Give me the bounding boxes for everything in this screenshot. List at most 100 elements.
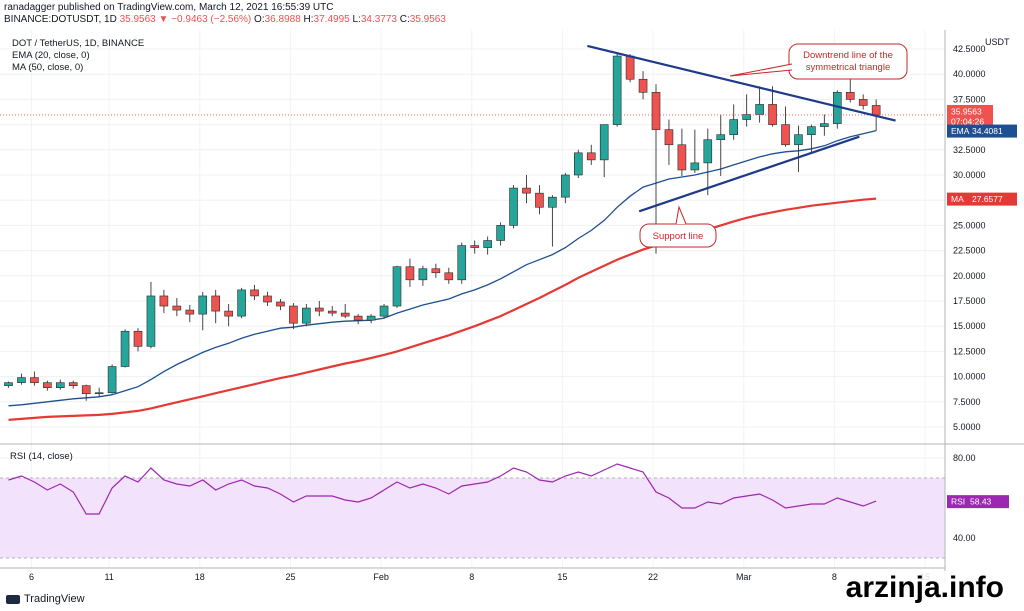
candle xyxy=(366,314,376,324)
price-tag-countdown: 07:04:26 xyxy=(951,116,984,126)
price-tick-label: 22.5000 xyxy=(953,246,986,256)
last-price: 35.9563 xyxy=(119,14,156,25)
time-tick-label: Mar xyxy=(736,572,752,582)
tradingview-logo[interactable]: TradingView xyxy=(6,593,85,605)
price-tick-label: 30.0000 xyxy=(953,170,986,180)
close-key: C: xyxy=(399,14,410,25)
candle-body xyxy=(690,162,700,171)
time-tick-label: 11 xyxy=(104,572,113,582)
candle xyxy=(807,124,816,153)
candle xyxy=(302,304,311,327)
candle xyxy=(250,284,259,300)
candle xyxy=(276,298,285,311)
candle xyxy=(68,380,78,389)
candle xyxy=(379,304,389,319)
candle-body xyxy=(625,55,635,80)
candle xyxy=(858,94,868,110)
time-tick-label: 22 xyxy=(648,572,658,582)
candle-body xyxy=(496,225,505,241)
candle xyxy=(289,303,298,330)
candle-body xyxy=(599,124,609,161)
rsi-tag xyxy=(947,495,1009,509)
close-value: 35.9563 xyxy=(409,14,446,25)
candle-body xyxy=(444,272,454,281)
rsi-tag-value: 58.43 xyxy=(970,497,992,507)
time-tick-label: 15 xyxy=(557,572,567,582)
candle-body xyxy=(146,295,156,347)
candle-body xyxy=(263,295,272,303)
candle-body xyxy=(366,315,376,321)
candle xyxy=(146,281,156,349)
candle xyxy=(548,195,557,247)
ema-tag-value: 34.4081 xyxy=(972,126,1003,136)
support-callout-pointer xyxy=(675,205,687,225)
time-tick-label: Feb xyxy=(373,572,389,582)
candle-body xyxy=(120,330,130,367)
candle-body xyxy=(703,139,713,164)
candle-body xyxy=(327,310,337,314)
candle-body xyxy=(302,307,311,324)
change-down-icon: ▼ xyxy=(158,14,169,25)
ema-tag-label: EMA xyxy=(951,126,970,136)
candle-body xyxy=(159,295,169,307)
candle-body xyxy=(457,245,467,281)
watermark: arzinja.info xyxy=(839,571,1010,605)
candle-body xyxy=(677,144,687,171)
ma50-line xyxy=(8,197,877,421)
candle xyxy=(353,314,363,325)
open-key: O: xyxy=(254,14,265,25)
ma-tag-label: MA xyxy=(951,194,964,204)
candle-body xyxy=(94,392,104,395)
candle-body xyxy=(68,382,78,386)
candle-body xyxy=(807,126,816,135)
candle-body xyxy=(17,377,26,383)
candle-body xyxy=(742,114,751,120)
candle-body xyxy=(664,129,674,146)
time-tick-label: 25 xyxy=(285,572,295,582)
candle-body xyxy=(483,240,492,248)
candle xyxy=(418,265,428,286)
candle xyxy=(586,144,596,165)
candle xyxy=(198,291,208,331)
candle xyxy=(677,128,687,177)
rsi-tag-label: RSI xyxy=(951,497,965,507)
candle-body xyxy=(755,104,764,115)
candle xyxy=(444,267,454,284)
price-tick-label: 10.0000 xyxy=(953,372,986,382)
candle xyxy=(263,291,272,307)
candle xyxy=(159,289,169,314)
candle xyxy=(742,94,751,127)
candle xyxy=(133,328,143,352)
candle xyxy=(625,54,635,83)
support-line xyxy=(638,135,860,213)
candle-body xyxy=(820,123,829,127)
candle-body xyxy=(794,134,803,146)
candle xyxy=(185,305,195,323)
candle xyxy=(457,242,467,284)
candle xyxy=(340,304,350,319)
candle-body xyxy=(392,266,402,307)
price-tick-label: 12.5000 xyxy=(953,346,986,356)
ma-legend: MA (50, close, 0) xyxy=(12,62,84,73)
candle xyxy=(664,119,674,165)
price-change: −0.9463 (−2.56%) xyxy=(171,14,252,25)
candle-body xyxy=(405,266,415,281)
candle-body xyxy=(289,305,298,324)
candle-body xyxy=(573,152,583,176)
ema-tag xyxy=(947,124,1017,138)
candle-body xyxy=(340,312,350,317)
candle xyxy=(561,172,570,204)
low-value: 34.3773 xyxy=(360,14,397,25)
rsi-legend: RSI (14, close) xyxy=(10,451,73,462)
candle xyxy=(224,304,233,327)
candle-body xyxy=(43,382,52,388)
candle xyxy=(781,106,790,147)
candle xyxy=(470,240,480,254)
candle-body xyxy=(470,245,480,248)
candle xyxy=(172,297,182,317)
candle-body xyxy=(509,187,518,226)
candle-body xyxy=(133,330,143,347)
candle-body xyxy=(858,99,868,106)
candle xyxy=(431,263,441,278)
